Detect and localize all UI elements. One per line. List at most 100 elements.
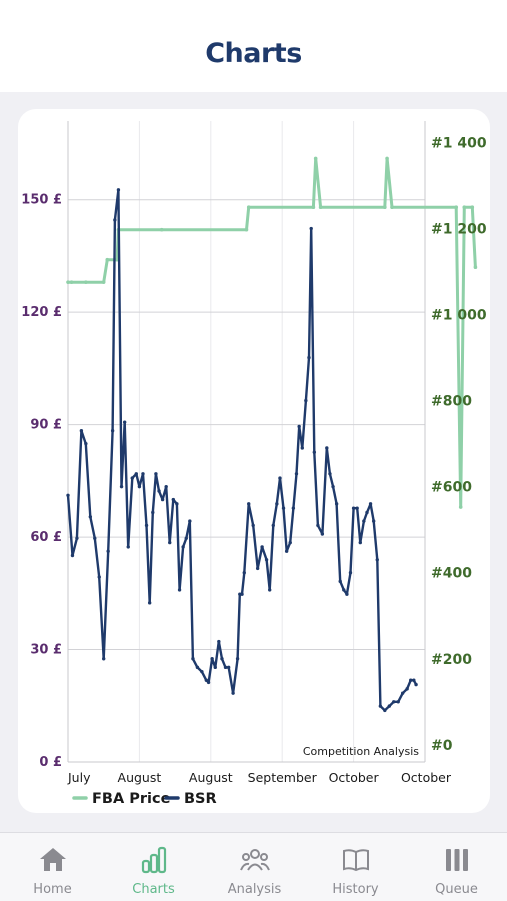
left-axis-tick-label: 60 £: [30, 530, 62, 545]
tab-analysis[interactable]: Analysis: [204, 833, 305, 901]
legend-label: FBA Price: [92, 791, 171, 807]
right-axis-tick-label: #1 200: [431, 222, 487, 238]
data-point-bsr: [84, 441, 88, 446]
data-point-bsr: [144, 523, 149, 528]
data-point-fba-price: [69, 280, 74, 284]
right-axis-tick-label: #1 400: [431, 136, 487, 152]
data-point-bsr: [93, 536, 97, 540]
data-point-bsr: [288, 540, 292, 545]
data-point-bsr: [307, 355, 311, 360]
left-axis-tick-label: 150 £: [21, 193, 62, 208]
tab-label-home: Home: [33, 882, 72, 897]
data-point-bsr: [181, 545, 185, 549]
data-point-fba-price: [390, 205, 394, 210]
data-point-bsr: [122, 420, 127, 424]
data-point-fba-price: [454, 205, 459, 210]
data-point-bsr: [268, 588, 272, 592]
left-axis-tick-label: 90 £: [30, 418, 62, 433]
left-axis-tick-label: 120 £: [21, 305, 62, 320]
tab-charts[interactable]: Charts: [103, 833, 204, 901]
data-point-bsr: [141, 472, 145, 476]
x-axis-tick-label: October: [401, 770, 452, 785]
data-point-bsr: [210, 657, 214, 661]
right-axis-tick-label: #1 000: [431, 308, 487, 324]
data-point-bsr: [278, 476, 282, 480]
tab-label-charts: Charts: [132, 882, 175, 897]
data-point-bsr: [206, 680, 211, 685]
home-icon: [40, 848, 66, 871]
data-point-bsr: [160, 497, 165, 502]
data-point-bsr: [400, 691, 405, 695]
data-point-bsr: [387, 704, 391, 708]
data-point-bsr: [213, 665, 217, 670]
data-point-bsr: [147, 601, 152, 605]
data-point-bsr: [235, 657, 240, 661]
price-bsr-chart: 0 £ 30 £ 60 £ 90 £ 120 £ 150 £ #0 #200 #400 #600 #…: [21, 121, 487, 807]
data-point-bsr: [247, 502, 251, 506]
tab-bar: Home Charts Analysis History: [0, 832, 507, 901]
data-point-bsr: [164, 484, 168, 489]
data-point-fba-price: [105, 257, 110, 262]
data-point-bsr: [414, 682, 418, 687]
bar-chart-icon: [141, 846, 167, 874]
data-point-bsr: [294, 472, 299, 476]
data-point-bsr: [195, 665, 200, 670]
data-point-fba-price: [383, 205, 387, 210]
left-axis-tick-label: 30 £: [30, 643, 62, 658]
data-point-bsr: [188, 519, 192, 523]
data-point-fba-price: [101, 280, 106, 284]
data-point-bsr: [351, 506, 356, 510]
data-point-bsr: [284, 549, 289, 553]
data-point-bsr: [106, 549, 110, 553]
data-point-bsr: [223, 665, 228, 670]
data-point-fba-price: [473, 265, 478, 269]
data-point-bsr: [116, 188, 121, 192]
tab-queue[interactable]: Queue: [406, 833, 507, 901]
chart-card: 0 £ 30 £ 60 £ 90 £ 120 £ 150 £ #0 #200 #400 #600 #…: [18, 109, 490, 813]
queue-icon: [446, 849, 468, 871]
data-point-bsr: [325, 446, 329, 450]
data-point-bsr: [134, 472, 138, 476]
data-point-fba-price: [318, 205, 323, 210]
data-point-bsr: [409, 678, 413, 682]
series-line-fba-price: [66, 157, 477, 509]
data-point-bsr: [271, 523, 275, 528]
data-point-fba-price: [385, 156, 389, 161]
data-point-bsr: [342, 588, 346, 592]
data-point-bsr: [240, 592, 244, 596]
data-point-bsr: [312, 450, 317, 454]
right-axis-tick-label: #0: [431, 738, 453, 754]
x-axis-tick-label: October: [329, 770, 380, 785]
legend-label: BSR: [184, 791, 217, 807]
data-point-bsr: [171, 497, 176, 502]
data-point-bsr: [200, 669, 204, 674]
data-point-bsr: [362, 519, 366, 523]
data-point-bsr: [220, 657, 224, 661]
data-point-bsr: [177, 588, 182, 592]
people-icon: [240, 849, 270, 871]
data-point-bsr: [251, 523, 255, 528]
tab-history[interactable]: History: [305, 833, 406, 901]
data-point-fba-price: [458, 505, 463, 509]
data-point-bsr: [309, 226, 313, 231]
data-point-fba-price: [66, 280, 70, 284]
data-point-bsr: [291, 506, 296, 510]
data-point-bsr: [378, 704, 383, 708]
data-point-bsr: [191, 657, 195, 661]
data-point-fba-price: [159, 227, 164, 232]
data-point-bsr: [281, 506, 286, 510]
data-point-fba-price: [470, 205, 475, 210]
data-point-bsr: [97, 575, 101, 579]
tab-home[interactable]: Home: [2, 833, 103, 901]
data-point-bsr: [300, 446, 304, 450]
data-point-bsr: [371, 519, 376, 523]
data-point-bsr: [130, 476, 134, 480]
data-point-fba-price: [246, 205, 251, 210]
data-point-bsr: [255, 566, 260, 571]
data-point-bsr: [368, 502, 373, 506]
data-point-bsr: [168, 540, 172, 545]
tab-label-queue: Queue: [435, 882, 478, 897]
data-point-bsr: [358, 540, 362, 545]
data-point-fba-price: [311, 205, 316, 210]
series-line-bsr: [66, 188, 418, 712]
